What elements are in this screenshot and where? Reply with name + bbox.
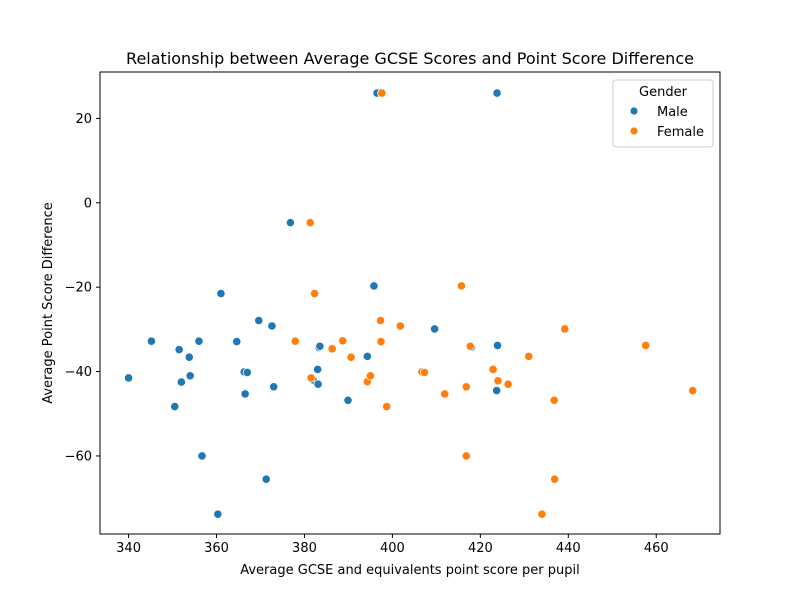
data-point-female: [382, 401, 392, 412]
data-point-female: [375, 315, 386, 326]
data-point-female: [377, 88, 387, 98]
data-point-female: [309, 288, 320, 299]
data-point-male: [197, 451, 207, 461]
legend-label-male: Male: [657, 105, 688, 120]
legend-title: Gender: [639, 85, 688, 100]
x-tick-label: 420: [468, 541, 493, 556]
data-point-female: [327, 344, 337, 354]
data-point-male: [213, 509, 223, 519]
data-point-male: [232, 337, 242, 347]
y-tick-label: −60: [65, 449, 92, 464]
x-tick-label: 360: [204, 541, 229, 556]
data-point-female: [503, 379, 513, 389]
data-point-female: [465, 341, 475, 351]
data-point-male: [430, 324, 440, 334]
y-tick-label: −40: [65, 365, 92, 380]
data-point-female: [440, 389, 450, 399]
data-point-male: [315, 341, 325, 351]
data-point-female: [305, 218, 315, 228]
x-tick-label: 460: [644, 541, 669, 556]
data-point-male: [242, 367, 252, 378]
data-point-male: [185, 371, 195, 381]
y-tick-label: −20: [65, 281, 92, 296]
x-axis: 340 360 380 400 420 440 460: [116, 534, 669, 556]
data-point-female: [641, 340, 651, 351]
y-tick-label: 20: [75, 112, 92, 127]
points-layer: [123, 88, 698, 519]
data-point-female: [456, 281, 467, 291]
data-point-female: [488, 364, 498, 375]
y-axis: −60 −40 −20 0 20: [65, 112, 100, 464]
x-axis-label: Average GCSE and equivalents point score…: [240, 563, 580, 578]
data-point-female: [338, 336, 348, 346]
x-tick-label: 380: [292, 541, 317, 556]
data-point-female: [346, 352, 356, 362]
data-point-female: [461, 382, 471, 392]
data-point-female: [290, 336, 300, 346]
data-point-female: [537, 509, 547, 519]
data-point-male: [174, 345, 184, 355]
data-point-female: [688, 385, 698, 396]
x-tick-label: 400: [380, 541, 405, 556]
data-point-female: [493, 376, 503, 386]
data-point-female: [395, 321, 405, 331]
data-point-male: [285, 218, 295, 228]
data-point-female: [524, 351, 534, 361]
data-point-male: [492, 340, 503, 351]
legend: Gender Male Female: [612, 79, 714, 148]
data-point-male: [492, 88, 502, 98]
legend-label-female: Female: [657, 125, 704, 140]
chart-title: Relationship between Average GCSE Scores…: [126, 49, 694, 68]
data-point-female: [306, 373, 316, 383]
data-point-male: [194, 336, 204, 346]
data-point-male: [216, 288, 226, 299]
data-point-female: [549, 395, 559, 405]
data-point-male: [492, 385, 502, 396]
data-point-male: [269, 382, 279, 392]
data-point-male: [170, 401, 180, 412]
x-tick-label: 440: [556, 541, 581, 556]
data-point-male: [313, 379, 323, 389]
data-point-male: [369, 281, 379, 291]
data-point-male: [267, 321, 277, 331]
data-point-female: [550, 474, 560, 484]
data-point-male: [343, 395, 353, 405]
x-tick-label: 340: [116, 541, 141, 556]
data-point-male: [261, 474, 271, 484]
plot-area-frame: [99, 71, 721, 535]
data-point-male: [240, 389, 250, 399]
data-point-male: [146, 336, 157, 346]
data-point-male: [313, 364, 323, 375]
data-point-female: [365, 371, 376, 381]
legend-marker-female: [629, 126, 639, 136]
data-point-female: [376, 337, 386, 347]
y-tick-label: 0: [84, 196, 92, 211]
data-point-male: [123, 373, 134, 383]
data-point-male: [254, 315, 264, 326]
y-axis-label: Average Point Score Difference: [41, 202, 56, 404]
data-point-female: [560, 324, 570, 334]
data-point-female: [461, 451, 471, 461]
data-point-female: [419, 367, 430, 378]
legend-marker-male: [629, 106, 639, 116]
data-point-male: [176, 377, 186, 387]
data-point-male: [184, 352, 194, 362]
data-point-male: [362, 351, 372, 361]
